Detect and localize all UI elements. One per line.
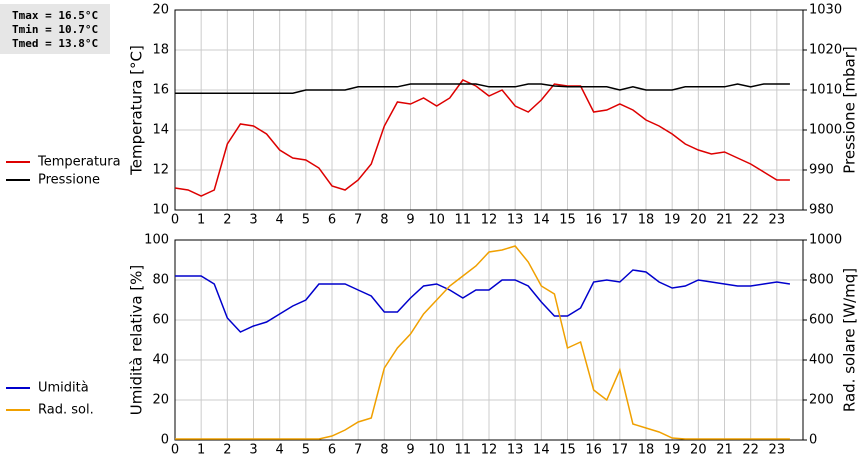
x-tick-label: 21 <box>716 213 733 228</box>
x-tick-label: 15 <box>559 443 576 458</box>
x-tick-label: 8 <box>380 213 388 228</box>
y-tick-label: 16 <box>152 83 169 98</box>
y2-tick-label: 800 <box>809 273 834 288</box>
x-tick-label: 9 <box>406 443 414 458</box>
x-tick-label: 14 <box>533 443 550 458</box>
stat: Tmin = 10.7°C <box>12 23 98 36</box>
x-tick-label: 17 <box>612 443 629 458</box>
y-tick-label: 14 <box>152 123 169 138</box>
x-tick-label: 23 <box>769 213 786 228</box>
x-tick-label: 0 <box>171 213 179 228</box>
y-tick-label: 18 <box>152 43 169 58</box>
legend-label: Umidità <box>38 381 89 396</box>
y-tick-label: 80 <box>152 273 169 288</box>
x-tick-label: 22 <box>742 213 759 228</box>
x-tick-label: 7 <box>354 443 362 458</box>
x-tick-label: 18 <box>638 443 655 458</box>
y-axis-label: Temperatura [°C] <box>128 45 146 176</box>
legend-label: Rad. sol. <box>38 403 94 418</box>
x-tick-label: 12 <box>481 213 498 228</box>
y2-axis-label: Rad. solare [W/mq] <box>841 268 859 412</box>
y2-tick-label: 1030 <box>809 3 842 18</box>
x-tick-label: 6 <box>328 443 336 458</box>
legend-label: Temperatura <box>37 155 121 170</box>
y2-tick-label: 1000 <box>809 123 842 138</box>
y2-tick-label: 600 <box>809 313 834 328</box>
y2-tick-label: 1020 <box>809 43 842 58</box>
x-tick-label: 22 <box>742 443 759 458</box>
stat: Tmax = 16.5°C <box>12 9 98 22</box>
y2-axis-label: Pressione [mbar] <box>841 46 859 174</box>
x-tick-label: 12 <box>481 443 498 458</box>
x-tick-label: 1 <box>197 443 205 458</box>
x-tick-label: 10 <box>428 443 445 458</box>
y-tick-label: 40 <box>152 353 169 368</box>
x-tick-label: 4 <box>276 213 284 228</box>
y2-tick-label: 1000 <box>809 233 842 248</box>
x-tick-label: 6 <box>328 213 336 228</box>
x-tick-label: 20 <box>690 443 707 458</box>
x-tick-label: 19 <box>664 213 681 228</box>
stat: Tmed = 13.8°C <box>12 37 98 50</box>
y2-tick-label: 0 <box>809 433 817 448</box>
y2-tick-label: 990 <box>809 163 834 178</box>
x-tick-label: 5 <box>302 443 310 458</box>
x-tick-label: 23 <box>769 443 786 458</box>
x-tick-label: 5 <box>302 213 310 228</box>
plot-frame <box>174 9 804 211</box>
stats-box <box>0 4 110 54</box>
y-tick-label: 20 <box>152 393 169 408</box>
x-tick-label: 13 <box>507 443 524 458</box>
series-line <box>175 245 790 440</box>
x-tick-label: 16 <box>585 443 602 458</box>
x-tick-label: 9 <box>406 213 414 228</box>
y-tick-label: 100 <box>144 233 169 248</box>
x-tick-label: 19 <box>664 443 681 458</box>
series-line <box>175 83 790 94</box>
x-tick-label: 11 <box>455 443 472 458</box>
x-tick-label: 2 <box>223 213 231 228</box>
x-tick-label: 21 <box>716 443 733 458</box>
y-axis-label: Umidità relativa [%] <box>128 265 146 416</box>
y-tick-label: 60 <box>152 313 169 328</box>
x-tick-label: 3 <box>249 443 257 458</box>
x-tick-label: 13 <box>507 213 524 228</box>
x-tick-label: 3 <box>249 213 257 228</box>
series-line <box>175 269 791 333</box>
series-line <box>174 79 790 197</box>
y-tick-label: 0 <box>161 433 169 448</box>
x-tick-label: 7 <box>354 213 362 228</box>
x-tick-label: 16 <box>585 213 602 228</box>
x-tick-label: 0 <box>171 443 179 458</box>
x-tick-label: 11 <box>455 213 472 228</box>
legend-label: Pressione <box>38 173 100 188</box>
y2-tick-label: 980 <box>809 203 834 218</box>
x-tick-label: 17 <box>612 213 629 228</box>
y-tick-label: 10 <box>152 203 169 218</box>
x-tick-label: 2 <box>223 443 231 458</box>
y2-tick-label: 1010 <box>809 83 842 98</box>
x-tick-label: 15 <box>559 213 576 228</box>
x-tick-label: 10 <box>428 213 445 228</box>
y-tick-label: 20 <box>152 3 169 18</box>
x-tick-label: 8 <box>380 443 388 458</box>
y2-tick-label: 400 <box>809 353 834 368</box>
x-tick-label: 4 <box>276 443 284 458</box>
x-tick-label: 20 <box>690 213 707 228</box>
x-tick-label: 1 <box>197 213 205 228</box>
plot-frame <box>174 239 804 441</box>
y-tick-label: 12 <box>152 163 169 178</box>
y2-tick-label: 200 <box>809 393 834 408</box>
x-tick-label: 18 <box>638 213 655 228</box>
x-tick-label: 14 <box>533 213 550 228</box>
